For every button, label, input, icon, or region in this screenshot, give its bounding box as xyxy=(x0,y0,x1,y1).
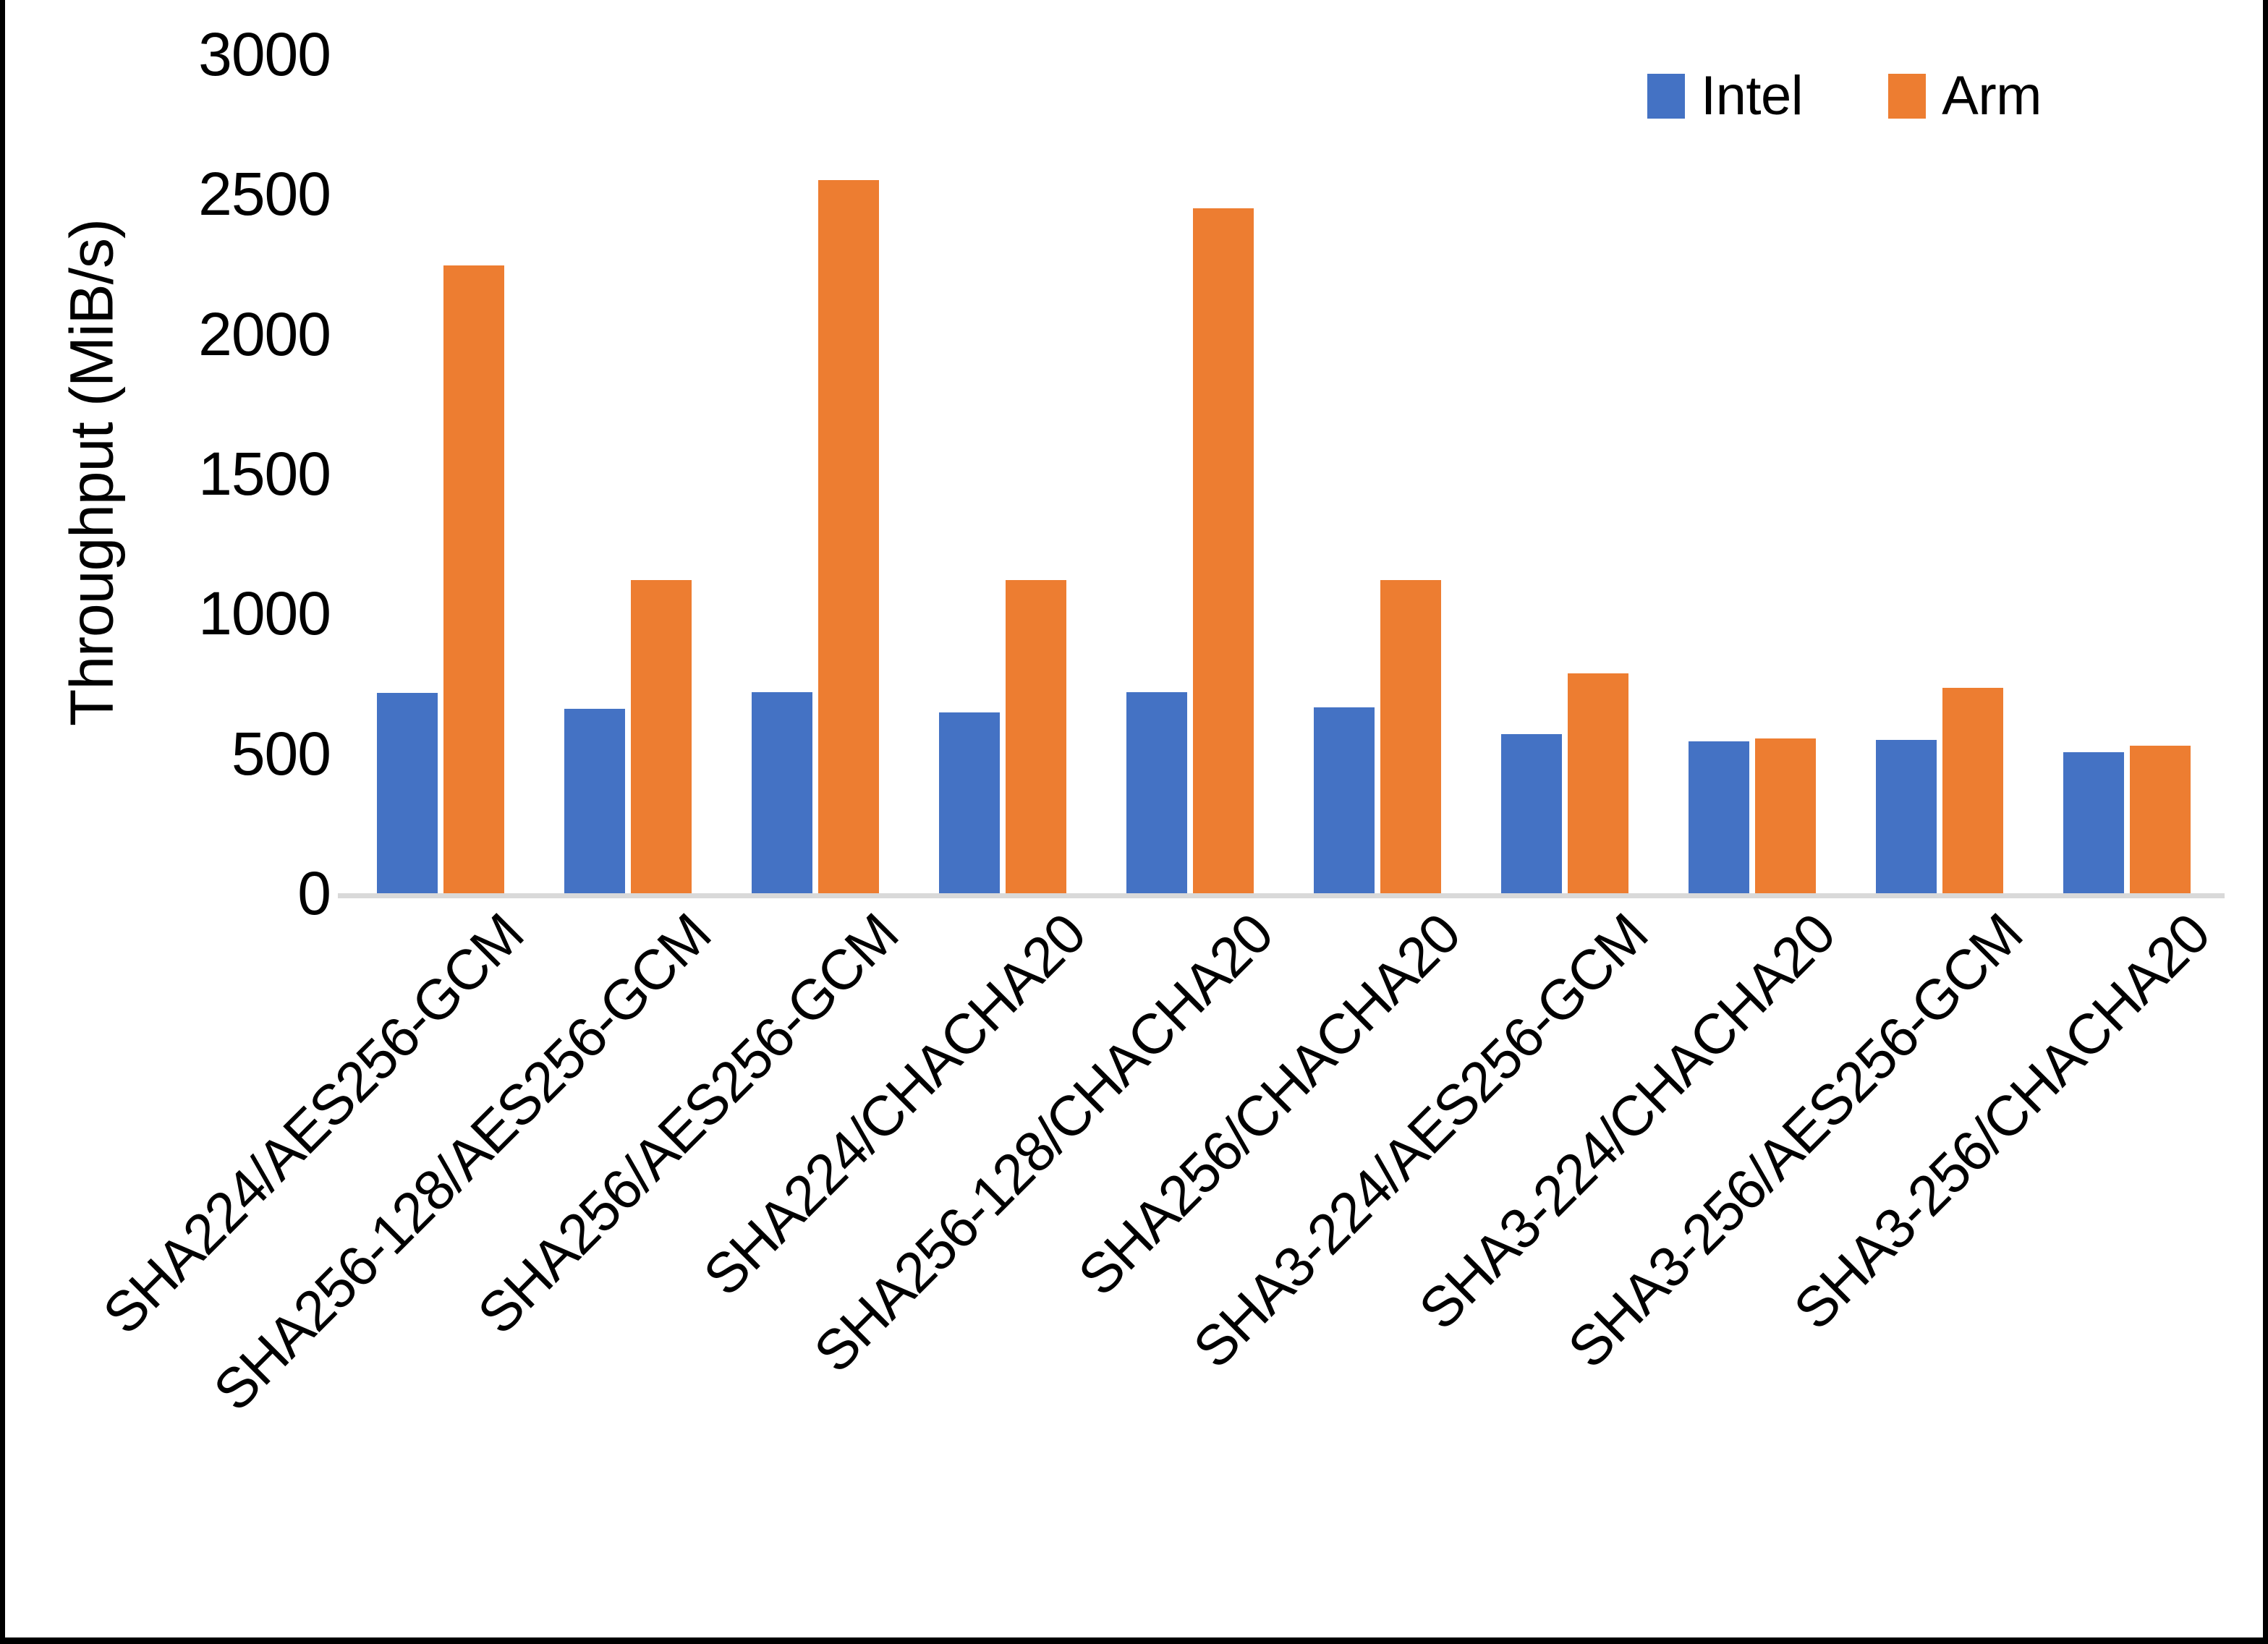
bar-group xyxy=(909,54,1096,893)
bar-intel[interactable] xyxy=(751,692,812,893)
bar-group xyxy=(1096,54,1283,893)
y-axis-tick: 2500 xyxy=(198,160,331,229)
bar-arm[interactable] xyxy=(1754,738,1816,893)
legend-label: Arm xyxy=(1942,65,2042,127)
bar-group xyxy=(534,54,721,893)
bar-intel[interactable] xyxy=(1688,741,1749,893)
bar-arm[interactable] xyxy=(443,265,504,893)
y-axis-tick: 2000 xyxy=(198,299,331,368)
bar-intel[interactable] xyxy=(564,709,625,893)
bar-group xyxy=(347,54,534,893)
bar-group xyxy=(1658,54,1846,893)
bar-group xyxy=(2033,54,2220,893)
legend-swatch-icon xyxy=(1647,74,1685,119)
legend-swatch-icon xyxy=(1888,74,1927,119)
bar-arm[interactable] xyxy=(2129,745,2191,893)
bar-intel[interactable] xyxy=(2063,752,2124,893)
bar-group xyxy=(1471,54,1658,893)
bar-group xyxy=(1846,54,2033,893)
bar-arm[interactable] xyxy=(1567,673,1628,893)
bar-arm[interactable] xyxy=(817,180,879,893)
legend-item-arm[interactable]: Arm xyxy=(1888,69,2042,124)
x-axis-tick: SHA256/CHACHA20 xyxy=(1065,901,1472,1308)
bar-intel[interactable] xyxy=(938,712,1000,893)
y-axis-tick: 3000 xyxy=(198,20,331,88)
y-axis-tick: 0 xyxy=(297,859,331,927)
y-axis-tick: 1000 xyxy=(198,579,331,648)
bar-intel[interactable] xyxy=(1126,692,1187,893)
plot-area xyxy=(338,54,2225,898)
legend-label: Intel xyxy=(1701,65,1804,127)
bar-group xyxy=(721,54,909,893)
y-axis-tick-labels: 3000 2500 2000 1500 1000 500 0 xyxy=(121,0,331,940)
legend-item-intel[interactable]: Intel xyxy=(1647,65,1804,127)
x-axis-tick-labels: SHA224/AES256-GCM SHA256-128/AES256-GCM SH… xyxy=(90,901,2221,1627)
bar-arm[interactable] xyxy=(1192,208,1254,893)
bar-arm[interactable] xyxy=(1380,579,1441,893)
bar-intel[interactable] xyxy=(1500,734,1562,893)
bar-intel[interactable] xyxy=(1875,740,1937,893)
chart-legend: Intel Arm xyxy=(1647,69,2042,124)
x-axis-tick: SHA224/CHACHA20 xyxy=(690,901,1097,1308)
bar-arm[interactable] xyxy=(1942,688,2003,893)
bar-intel[interactable] xyxy=(1313,707,1375,893)
bar-arm[interactable] xyxy=(630,579,692,893)
bar-arm[interactable] xyxy=(1005,579,1066,893)
bar-intel[interactable] xyxy=(376,693,438,893)
bar-group xyxy=(1283,54,1471,893)
y-axis-tick: 500 xyxy=(231,719,331,788)
axis-baseline xyxy=(338,893,2225,898)
y-axis-title: Throughput (MiB/s) xyxy=(57,219,126,726)
y-axis-tick: 1500 xyxy=(198,440,331,508)
